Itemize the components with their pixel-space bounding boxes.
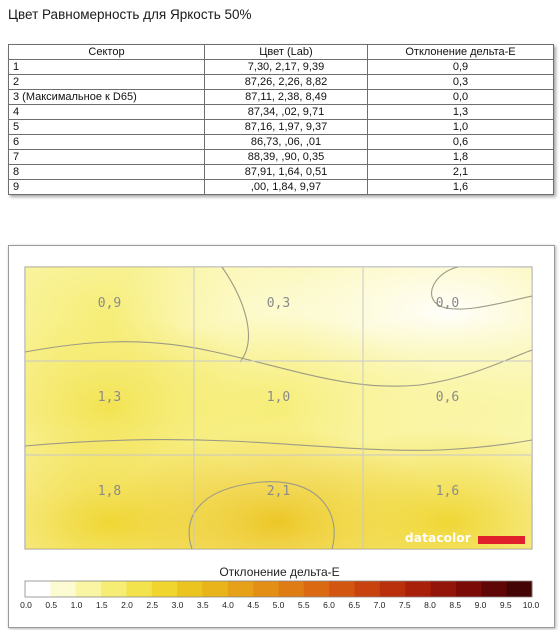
contour-line xyxy=(25,341,532,387)
cell-value-label: 0,0 xyxy=(436,296,459,311)
colorbar-swatch xyxy=(455,581,482,597)
cell-labels: 0,9 0,3 0,0 1,3 1,0 0,6 1,8 2,1 1,6 xyxy=(98,296,459,499)
colorbar-swatch xyxy=(75,581,102,597)
colorbar-swatch xyxy=(177,581,203,597)
heat-gradient xyxy=(25,267,532,549)
table-row: 2 87,26, 2,26, 8,82 0,3 xyxy=(8,74,554,90)
table-header-row: Сектор Цвет (Lab) Отклонение дельта-E xyxy=(8,44,554,60)
colorbar-tick-label: 7.5 xyxy=(398,600,411,610)
colorbar-label: Отклонение дельта-E xyxy=(219,565,340,579)
colorbar-tick-label: 1.0 xyxy=(70,600,83,610)
colorbar-tick-label: 4.5 xyxy=(247,600,260,610)
colorbar-tick-label: 0.0 xyxy=(20,600,32,610)
contour-lines xyxy=(25,267,532,549)
colorbar-tick-label: 9.5 xyxy=(499,600,512,610)
colorbar-ticks: 0.0 0.5 1.0 1.5 2.0 2.5 3.0 3.5 4.0 4.5 5.0 5.5 6.0 6… xyxy=(0,600,559,614)
colorbar-swatch xyxy=(303,581,330,597)
colorbar-swatch xyxy=(202,581,229,597)
column-header-lab: Цвет (Lab) xyxy=(204,44,368,60)
heat-cell xyxy=(278,428,532,549)
cell-value-label: 2,1 xyxy=(267,484,290,499)
colorbar-swatch xyxy=(50,581,77,597)
colorbar-tick-label: 5.5 xyxy=(297,600,310,610)
table-row: 3 (Максимальное к D65) 87,11, 2,38, 8,49 0… xyxy=(8,89,554,105)
contour-line xyxy=(188,481,335,549)
cell-value-label: 1,0 xyxy=(267,390,290,405)
delta-e-cell: 1,6 xyxy=(367,179,554,195)
brand-accent-bar xyxy=(478,536,525,544)
colorbar-tick-label: 8.0 xyxy=(424,600,436,610)
cell-value-label: 0,6 xyxy=(436,390,459,405)
table-row: 8 87,91, 1,64, 0,51 2,1 xyxy=(8,164,554,180)
colorbar-tick-label: 3.0 xyxy=(171,600,184,610)
page-title: Цвет Равномерность для Яркость 50% xyxy=(8,7,252,22)
table-row: 4 87,34, ,02, 9,71 1,3 xyxy=(8,104,554,120)
table-row: 6 86,73, ,06, ,01 0,6 xyxy=(8,134,554,150)
datacolor-logo: datacolor xyxy=(405,531,471,545)
lab-cell: 88,39, ,90, 0,35 xyxy=(204,149,368,165)
colorbar xyxy=(24,580,533,598)
cell-value-label: 0,9 xyxy=(98,296,121,311)
colorbar-tick-label: 2.0 xyxy=(121,600,133,610)
colorbar-swatch xyxy=(101,581,127,597)
contour-line xyxy=(25,439,532,451)
table-row: 7 88,39, ,90, 0,35 1,8 xyxy=(8,149,554,165)
colorbar-swatch xyxy=(405,581,432,597)
colorbar-swatch xyxy=(126,581,153,597)
lab-cell: ,00, 1,84, 9,97 xyxy=(204,179,368,195)
colorbar-tick-label: 0.5 xyxy=(45,600,58,610)
colorbar-tick-label: 6.0 xyxy=(323,600,335,610)
colorbar-border xyxy=(24,580,533,598)
cell-value-label: 1,8 xyxy=(98,484,121,499)
colorbar-swatch xyxy=(278,581,305,597)
colorbar-tick-label: 3.5 xyxy=(196,600,209,610)
colorbar-tick-label: 9.0 xyxy=(474,600,487,610)
lab-cell: 86,73, ,06, ,01 xyxy=(204,134,368,150)
sector-cell: 3 (Максимальное к D65) xyxy=(8,89,205,105)
colorbar-swatch xyxy=(379,581,406,597)
cell-value-label: 1,6 xyxy=(436,484,459,499)
table-row: 5 87,16, 1,97, 9,37 1,0 xyxy=(8,119,554,135)
colorbar-swatch xyxy=(151,581,178,597)
colorbar-swatch xyxy=(25,581,51,597)
colorbar-tick-label: 2.5 xyxy=(146,600,159,610)
colorbar-tick-label: 1.5 xyxy=(95,600,108,610)
colorbar-tick-label: 4.0 xyxy=(222,600,234,610)
contour-line xyxy=(221,267,249,363)
colorbar-tick-label: 10.0 xyxy=(522,600,540,610)
colorbar-swatch xyxy=(253,581,279,597)
contour-line xyxy=(431,267,532,310)
colorbar-tick-label: 5.0 xyxy=(272,600,285,610)
colorbar-swatch xyxy=(329,581,356,597)
sector-cell: 9 xyxy=(8,179,205,195)
lab-cell: 87,91, 1,64, 0,51 xyxy=(204,164,368,180)
colorbar-tick-label: 8.5 xyxy=(449,600,462,610)
table-row: 9 ,00, 1,84, 9,97 1,6 xyxy=(8,179,554,195)
colorbar-swatch xyxy=(481,581,508,597)
colorbar-swatch xyxy=(430,581,457,597)
colorbar-tick-label: 6.5 xyxy=(348,600,361,610)
cell-value-label: 1,3 xyxy=(98,390,121,405)
sector-grid xyxy=(25,267,532,549)
colorbar-swatch xyxy=(227,581,254,597)
colorbar-swatch xyxy=(506,581,533,597)
cell-value-label: 0,3 xyxy=(267,296,290,311)
colorbar-swatch xyxy=(354,581,381,597)
colorbar-tick-label: 7.0 xyxy=(373,600,386,610)
